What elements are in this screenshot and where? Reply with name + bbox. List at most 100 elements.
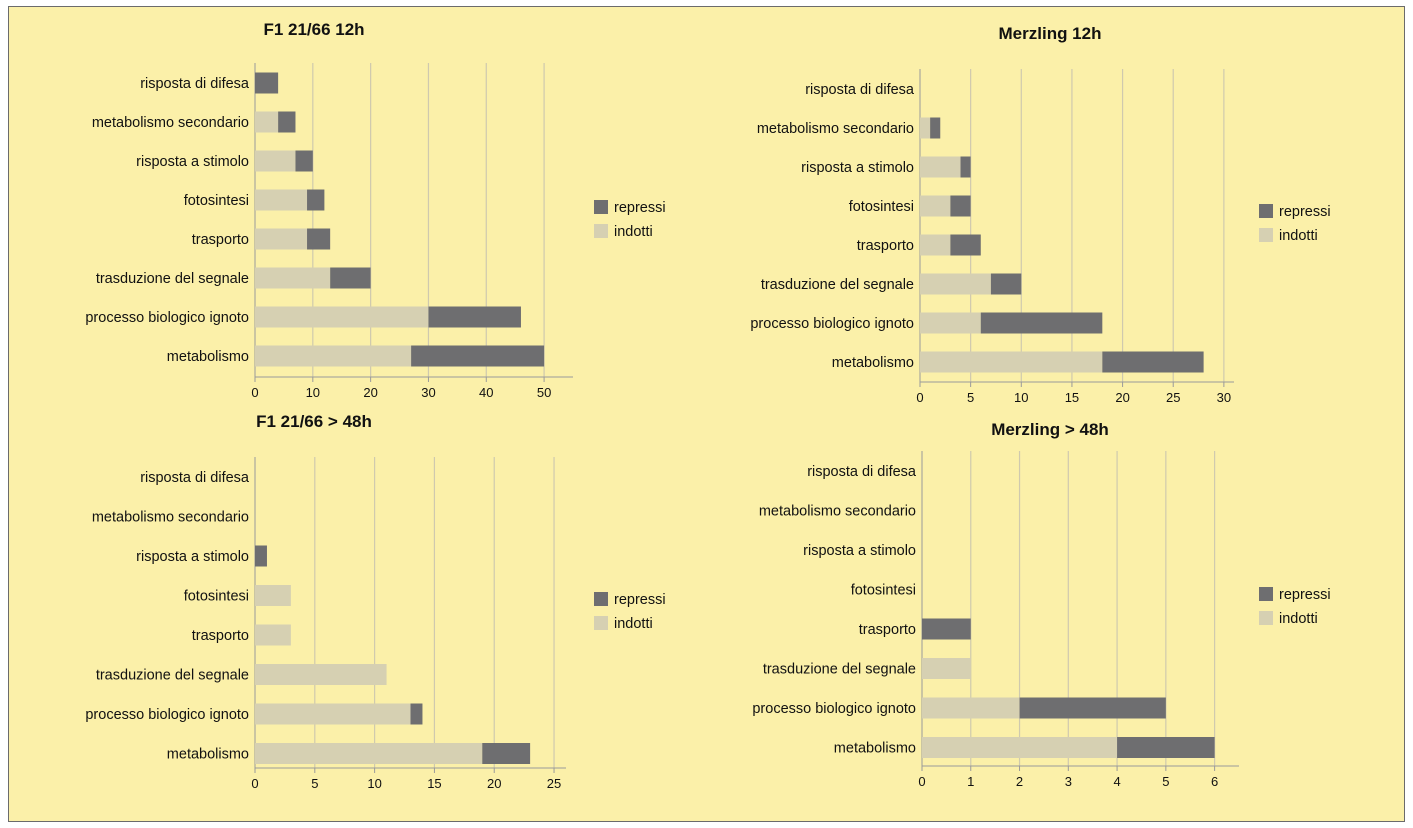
x-tick-label: 10 bbox=[367, 776, 381, 791]
x-tick-label: 4 bbox=[1113, 774, 1120, 789]
bar-indotti bbox=[920, 117, 931, 139]
category-label: risposta di difesa bbox=[140, 76, 250, 92]
category-label: trasduzione del segnale bbox=[761, 277, 914, 293]
x-tick-label: 15 bbox=[427, 776, 441, 791]
x-tick-label: 25 bbox=[547, 776, 561, 791]
x-tick-label: 15 bbox=[1065, 390, 1079, 405]
category-label: metabolismo secondario bbox=[759, 504, 916, 520]
bar-repressi bbox=[278, 111, 296, 133]
category-label: fotosintesi bbox=[851, 583, 916, 599]
legend-label-repressi: repressi bbox=[1279, 587, 1331, 603]
category-label: risposta a stimolo bbox=[803, 543, 916, 559]
legend-swatch-repressi bbox=[1259, 587, 1273, 601]
bar-indotti bbox=[922, 737, 1118, 758]
bar-repressi bbox=[990, 273, 1022, 295]
category-label: risposta a stimolo bbox=[136, 549, 249, 565]
category-label: fotosintesi bbox=[184, 589, 249, 605]
category-label: metabolismo secondario bbox=[757, 121, 914, 137]
legend-label-indotti: indotti bbox=[614, 616, 653, 632]
category-label: metabolismo bbox=[834, 741, 916, 757]
category-label: risposta a stimolo bbox=[136, 154, 249, 170]
legend-swatch-indotti bbox=[1259, 611, 1273, 625]
bar-indotti bbox=[255, 624, 291, 646]
category-label: risposta a stimolo bbox=[801, 160, 914, 176]
category-label: metabolismo bbox=[167, 349, 249, 365]
bar-repressi bbox=[410, 703, 423, 725]
bar-indotti bbox=[255, 111, 279, 133]
category-label: metabolismo bbox=[832, 355, 914, 371]
category-label: metabolismo secondario bbox=[92, 115, 249, 131]
chart-title: F1 21/66 12h bbox=[263, 20, 364, 39]
bar-repressi bbox=[307, 228, 331, 250]
bar-indotti bbox=[255, 664, 387, 685]
bar-repressi bbox=[255, 545, 267, 567]
x-tick-label: 0 bbox=[251, 776, 258, 791]
legend-swatch-indotti bbox=[594, 224, 608, 238]
legend-label-indotti: indotti bbox=[1279, 228, 1318, 244]
legend-label-indotti: indotti bbox=[1279, 611, 1318, 627]
category-label: trasporto bbox=[857, 238, 914, 254]
bar-repressi bbox=[1117, 737, 1215, 758]
bar-indotti bbox=[255, 703, 411, 725]
x-tick-label: 25 bbox=[1166, 390, 1180, 405]
legend-label-repressi: repressi bbox=[1279, 204, 1331, 220]
category-label: processo biologico ignoto bbox=[752, 701, 916, 717]
bar-repressi bbox=[295, 150, 313, 172]
bar-indotti bbox=[920, 351, 1103, 373]
bar-repressi bbox=[411, 345, 545, 367]
legend-label-indotti: indotti bbox=[614, 224, 653, 240]
bar-indotti bbox=[255, 267, 331, 289]
x-tick-label: 3 bbox=[1065, 774, 1072, 789]
chart-title: F1 21/66 > 48h bbox=[256, 412, 372, 431]
legend-label-repressi: repressi bbox=[614, 592, 666, 608]
category-label: processo biologico ignoto bbox=[750, 316, 914, 332]
x-tick-label: 20 bbox=[363, 385, 377, 400]
category-label: trasduzione del segnale bbox=[763, 662, 916, 678]
bar-repressi bbox=[950, 234, 981, 256]
bar-repressi bbox=[428, 306, 521, 328]
bar-indotti bbox=[920, 156, 961, 178]
x-tick-label: 10 bbox=[306, 385, 320, 400]
chart-title: Merzling > 48h bbox=[991, 420, 1109, 439]
bar-repressi bbox=[922, 618, 971, 640]
bar-repressi bbox=[330, 267, 371, 289]
bar-indotti bbox=[255, 743, 483, 764]
category-label: trasporto bbox=[192, 628, 249, 644]
bar-repressi bbox=[960, 156, 971, 178]
category-label: trasduzione del segnale bbox=[96, 668, 249, 684]
bar-indotti bbox=[255, 228, 308, 250]
x-tick-label: 6 bbox=[1211, 774, 1218, 789]
bar-indotti bbox=[255, 345, 412, 367]
category-label: metabolismo secondario bbox=[92, 510, 249, 526]
x-tick-label: 20 bbox=[487, 776, 501, 791]
x-tick-label: 50 bbox=[537, 385, 551, 400]
legend-swatch-repressi bbox=[594, 592, 608, 606]
x-tick-label: 20 bbox=[1115, 390, 1129, 405]
category-label: risposta di difesa bbox=[805, 82, 915, 98]
category-label: risposta di difesa bbox=[807, 464, 917, 480]
x-tick-label: 2 bbox=[1016, 774, 1023, 789]
bar-indotti bbox=[255, 189, 308, 211]
category-label: processo biologico ignoto bbox=[85, 310, 249, 326]
category-label: fotosintesi bbox=[184, 193, 249, 209]
category-label: trasduzione del segnale bbox=[96, 271, 249, 287]
x-tick-label: 0 bbox=[251, 385, 258, 400]
chart-title: Merzling 12h bbox=[999, 24, 1102, 43]
x-tick-label: 5 bbox=[311, 776, 318, 791]
category-label: processo biologico ignoto bbox=[85, 707, 249, 723]
bar-repressi bbox=[950, 195, 971, 217]
bar-repressi bbox=[482, 743, 531, 764]
legend-swatch-repressi bbox=[594, 200, 608, 214]
legend-swatch-indotti bbox=[1259, 228, 1273, 242]
bar-indotti bbox=[255, 306, 429, 328]
x-tick-label: 0 bbox=[916, 390, 923, 405]
bar-indotti bbox=[920, 273, 991, 295]
bar-indotti bbox=[255, 150, 296, 172]
category-label: metabolismo bbox=[167, 747, 249, 763]
x-tick-label: 5 bbox=[1162, 774, 1169, 789]
legend-swatch-repressi bbox=[1259, 204, 1273, 218]
x-tick-label: 40 bbox=[479, 385, 493, 400]
bar-indotti bbox=[922, 697, 1020, 719]
bar-indotti bbox=[920, 312, 981, 334]
category-label: trasporto bbox=[859, 622, 916, 638]
